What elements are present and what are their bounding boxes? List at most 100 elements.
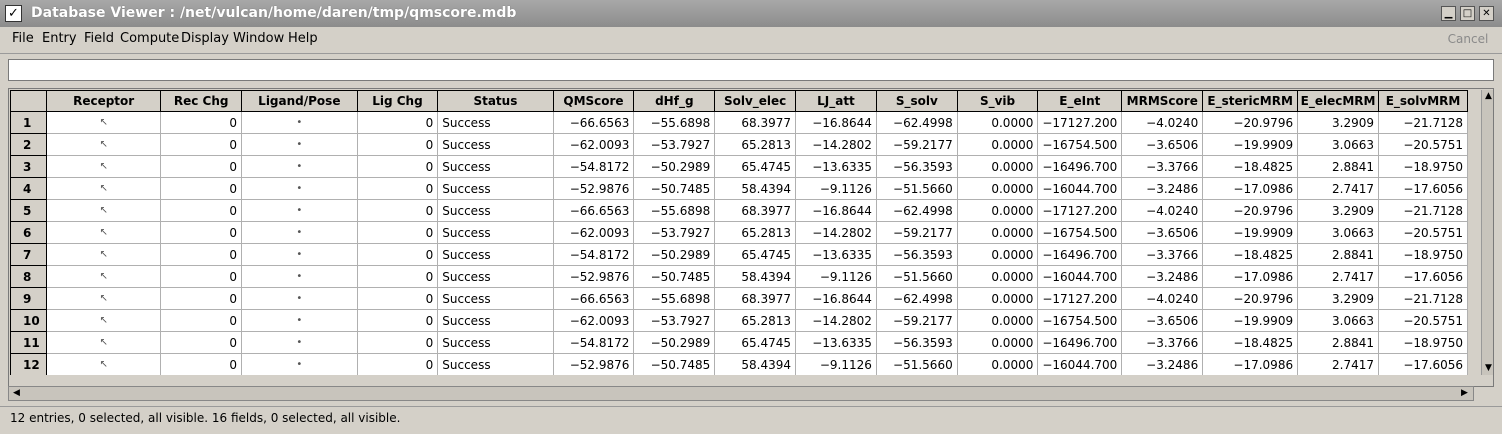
value-cell[interactable]: −66.6563 — [552, 199, 635, 222]
value-cell[interactable]: −54.8172 — [552, 331, 635, 354]
row-number[interactable]: 10 — [10, 309, 47, 332]
row-number[interactable]: 3 — [10, 155, 47, 178]
value-cell[interactable]: 58.4394 — [714, 265, 797, 288]
value-cell[interactable]: −16.8644 — [795, 287, 877, 310]
value-cell[interactable]: −52.9876 — [552, 177, 635, 200]
lig-chg-cell[interactable]: 0 — [356, 111, 439, 134]
value-cell[interactable]: 68.3977 — [714, 111, 797, 134]
value-cell[interactable]: −55.6898 — [633, 199, 716, 222]
column-header[interactable]: Solv_elec — [714, 90, 797, 112]
scroll-up-icon[interactable]: ▲ — [1485, 91, 1492, 101]
status-cell[interactable]: Success — [437, 177, 554, 200]
value-cell[interactable]: −19.9909 — [1202, 309, 1299, 332]
column-header[interactable]: E_elecMRM — [1297, 90, 1380, 112]
lig-chg-cell[interactable]: 0 — [356, 309, 439, 332]
column-header[interactable]: MRMScore — [1121, 90, 1204, 112]
value-cell[interactable]: 58.4394 — [714, 177, 797, 200]
value-cell[interactable]: −14.2802 — [795, 133, 877, 156]
receptor-structure-icon[interactable]: ↖ — [45, 287, 162, 310]
value-cell[interactable]: 65.4745 — [714, 155, 797, 178]
receptor-structure-icon[interactable]: ↖ — [45, 155, 162, 178]
rec-chg-cell[interactable]: 0 — [160, 331, 243, 354]
rec-chg-cell[interactable]: 0 — [160, 265, 243, 288]
value-cell[interactable]: −17127.200 — [1037, 287, 1123, 310]
value-cell[interactable]: 0.0000 — [956, 221, 1039, 244]
value-cell[interactable]: −17.6056 — [1378, 265, 1468, 288]
value-cell[interactable]: −13.6335 — [795, 243, 877, 266]
column-header[interactable]: QMScore — [552, 90, 635, 112]
rec-chg-cell[interactable]: 0 — [160, 309, 243, 332]
column-header[interactable]: Rec Chg — [160, 90, 243, 112]
value-cell[interactable]: −16754.500 — [1037, 309, 1123, 332]
table-row[interactable]: 8 ↖ 0 • 0 Success −52.9876 −50.7485 58.4394 −9.11… — [10, 265, 1468, 288]
value-cell[interactable]: −53.7927 — [633, 221, 716, 244]
receptor-structure-icon[interactable]: ↖ — [45, 265, 162, 288]
value-cell[interactable]: −17.6056 — [1378, 177, 1468, 200]
maximize-icon[interactable]: □ — [1460, 6, 1475, 21]
value-cell[interactable]: −20.5751 — [1378, 309, 1468, 332]
scroll-left-icon[interactable]: ◀ — [13, 388, 20, 398]
value-cell[interactable]: −50.2989 — [633, 155, 716, 178]
value-cell[interactable]: −13.6335 — [795, 331, 877, 354]
close-icon[interactable]: ✕ — [1479, 6, 1494, 21]
rec-chg-cell[interactable]: 0 — [160, 221, 243, 244]
value-cell[interactable]: −55.6898 — [633, 287, 716, 310]
ligand-structure-icon[interactable]: • — [241, 287, 358, 310]
status-cell[interactable]: Success — [437, 287, 554, 310]
value-cell[interactable]: −3.6506 — [1121, 133, 1204, 156]
table-row[interactable]: 10 ↖ 0 • 0 Success −62.0093 −53.7927 65.2813 −14.… — [10, 309, 1468, 332]
row-number[interactable]: 1 — [10, 111, 47, 134]
column-header[interactable]: S_solv — [875, 90, 958, 112]
value-cell[interactable]: −53.7927 — [633, 309, 716, 332]
value-cell[interactable]: −17.0986 — [1202, 177, 1299, 200]
table-row[interactable]: 12 ↖ 0 • 0 Success −52.9876 −50.7485 58.4394 −9.1… — [10, 353, 1468, 375]
value-cell[interactable]: 65.2813 — [714, 133, 797, 156]
value-cell[interactable]: −52.9876 — [552, 353, 635, 375]
rec-chg-cell[interactable]: 0 — [160, 243, 243, 266]
value-cell[interactable]: −16044.700 — [1037, 265, 1123, 288]
value-cell[interactable]: −50.7485 — [633, 177, 716, 200]
lig-chg-cell[interactable]: 0 — [356, 353, 439, 375]
status-cell[interactable]: Success — [437, 111, 554, 134]
value-cell[interactable]: 0.0000 — [956, 331, 1039, 354]
lig-chg-cell[interactable]: 0 — [356, 199, 439, 222]
column-header[interactable]: S_vib — [956, 90, 1039, 112]
value-cell[interactable]: −18.4825 — [1202, 243, 1299, 266]
value-cell[interactable]: 58.4394 — [714, 353, 797, 375]
cancel-button[interactable]: Cancel — [1447, 32, 1489, 46]
receptor-structure-icon[interactable]: ↖ — [45, 221, 162, 244]
value-cell[interactable]: −3.2486 — [1121, 353, 1204, 375]
value-cell[interactable]: −18.9750 — [1378, 243, 1468, 266]
value-cell[interactable]: −18.9750 — [1378, 331, 1468, 354]
menu-display[interactable]: Display — [181, 31, 229, 46]
value-cell[interactable]: −16496.700 — [1037, 331, 1123, 354]
value-cell[interactable]: 2.7417 — [1297, 265, 1380, 288]
value-cell[interactable]: −14.2802 — [795, 221, 877, 244]
ligand-structure-icon[interactable]: • — [241, 111, 358, 134]
table-row[interactable]: 9 ↖ 0 • 0 Success −66.6563 −55.6898 68.3977 −16.8… — [10, 287, 1468, 310]
value-cell[interactable]: −50.2989 — [633, 331, 716, 354]
value-cell[interactable]: −16496.700 — [1037, 243, 1123, 266]
value-cell[interactable]: −4.0240 — [1121, 287, 1204, 310]
table-row[interactable]: 2 ↖ 0 • 0 Success −62.0093 −53.7927 65.2813 −14.2… — [10, 133, 1468, 156]
row-number[interactable]: 4 — [10, 177, 47, 200]
table-row[interactable]: 11 ↖ 0 • 0 Success −54.8172 −50.2989 65.4745 −13.… — [10, 331, 1468, 354]
value-cell[interactable]: −9.1126 — [795, 353, 877, 375]
value-cell[interactable]: 0.0000 — [956, 243, 1039, 266]
title-bar[interactable]: ✓ Database Viewer : /net/vulcan/home/dar… — [0, 0, 1502, 27]
value-cell[interactable]: −16496.700 — [1037, 155, 1123, 178]
scroll-right-icon[interactable]: ▶ — [1461, 388, 1468, 398]
row-number[interactable]: 8 — [10, 265, 47, 288]
value-cell[interactable]: −3.3766 — [1121, 155, 1204, 178]
value-cell[interactable]: −16.8644 — [795, 199, 877, 222]
minimize-icon[interactable]: ▁ — [1441, 6, 1456, 21]
value-cell[interactable]: −3.3766 — [1121, 331, 1204, 354]
row-number[interactable]: 9 — [10, 287, 47, 310]
value-cell[interactable]: −53.7927 — [633, 133, 716, 156]
value-cell[interactable]: 65.2813 — [714, 309, 797, 332]
lig-chg-cell[interactable]: 0 — [356, 155, 439, 178]
column-header[interactable]: Status — [437, 90, 554, 112]
value-cell[interactable]: −66.6563 — [552, 111, 635, 134]
value-cell[interactable]: −20.5751 — [1378, 133, 1468, 156]
value-cell[interactable]: −9.1126 — [795, 265, 877, 288]
